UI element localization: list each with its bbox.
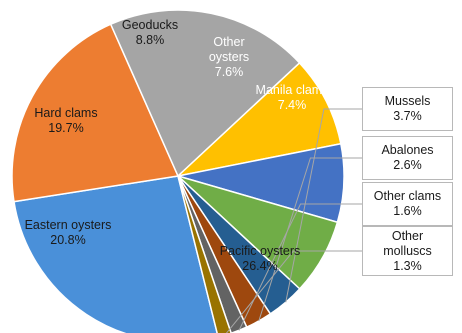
leader-other-molluscs: [225, 250, 362, 333]
leader-abalones: [258, 157, 362, 322]
slice-eastern-oysters: [11, 23, 180, 203]
slice-geoducks: [175, 61, 342, 178]
slice-pacific-oysters: [13, 175, 218, 333]
callout-text: Other: [391, 228, 424, 243]
callout-abalones: Abalones 2.6%: [362, 136, 453, 180]
callout-text: Mussels: [384, 94, 431, 108]
callout-text: 3.7%: [393, 109, 422, 123]
callout-text: Other clams: [373, 189, 442, 203]
callout-text: Abalones: [381, 143, 434, 157]
pie-slices: [11, 9, 345, 333]
callout-text: 2.6%: [393, 158, 422, 172]
slice-hard-clams: [109, 9, 301, 178]
callout-text: molluscs: [383, 243, 432, 258]
callout-mussels: Mussels 3.7%: [362, 87, 453, 131]
slice-labels: Pacific oysters 26.4% Eastern oysters 20.8%…: [25, 18, 329, 273]
callout-other-clams: Other clams 1.6%: [362, 182, 453, 226]
label-pacific-oysters: Pacific oysters 26.4%: [220, 244, 301, 273]
callout-text: 1.6%: [393, 204, 422, 218]
label-hard-clams: Hard clams 19.7%: [34, 106, 97, 135]
label-geoducks: Geoducks 8.8%: [122, 18, 178, 47]
leader-other-clams: [238, 203, 362, 331]
label-other-oysters: Other oysters 7.6%: [209, 35, 249, 79]
callout-text: 1.3%: [393, 258, 422, 273]
leader-mussels: [285, 108, 362, 303]
leader-lines: [225, 108, 362, 333]
label-manila-clams: Manila clams 7.4%: [256, 83, 329, 112]
label-eastern-oysters: Eastern oysters 20.8%: [25, 218, 112, 247]
callout-other-molluscs: Other molluscs 1.3%: [362, 226, 453, 276]
